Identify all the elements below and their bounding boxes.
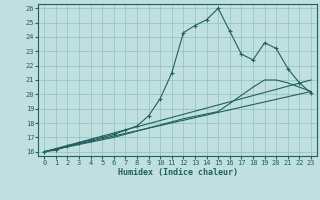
X-axis label: Humidex (Indice chaleur): Humidex (Indice chaleur) [118,168,238,177]
